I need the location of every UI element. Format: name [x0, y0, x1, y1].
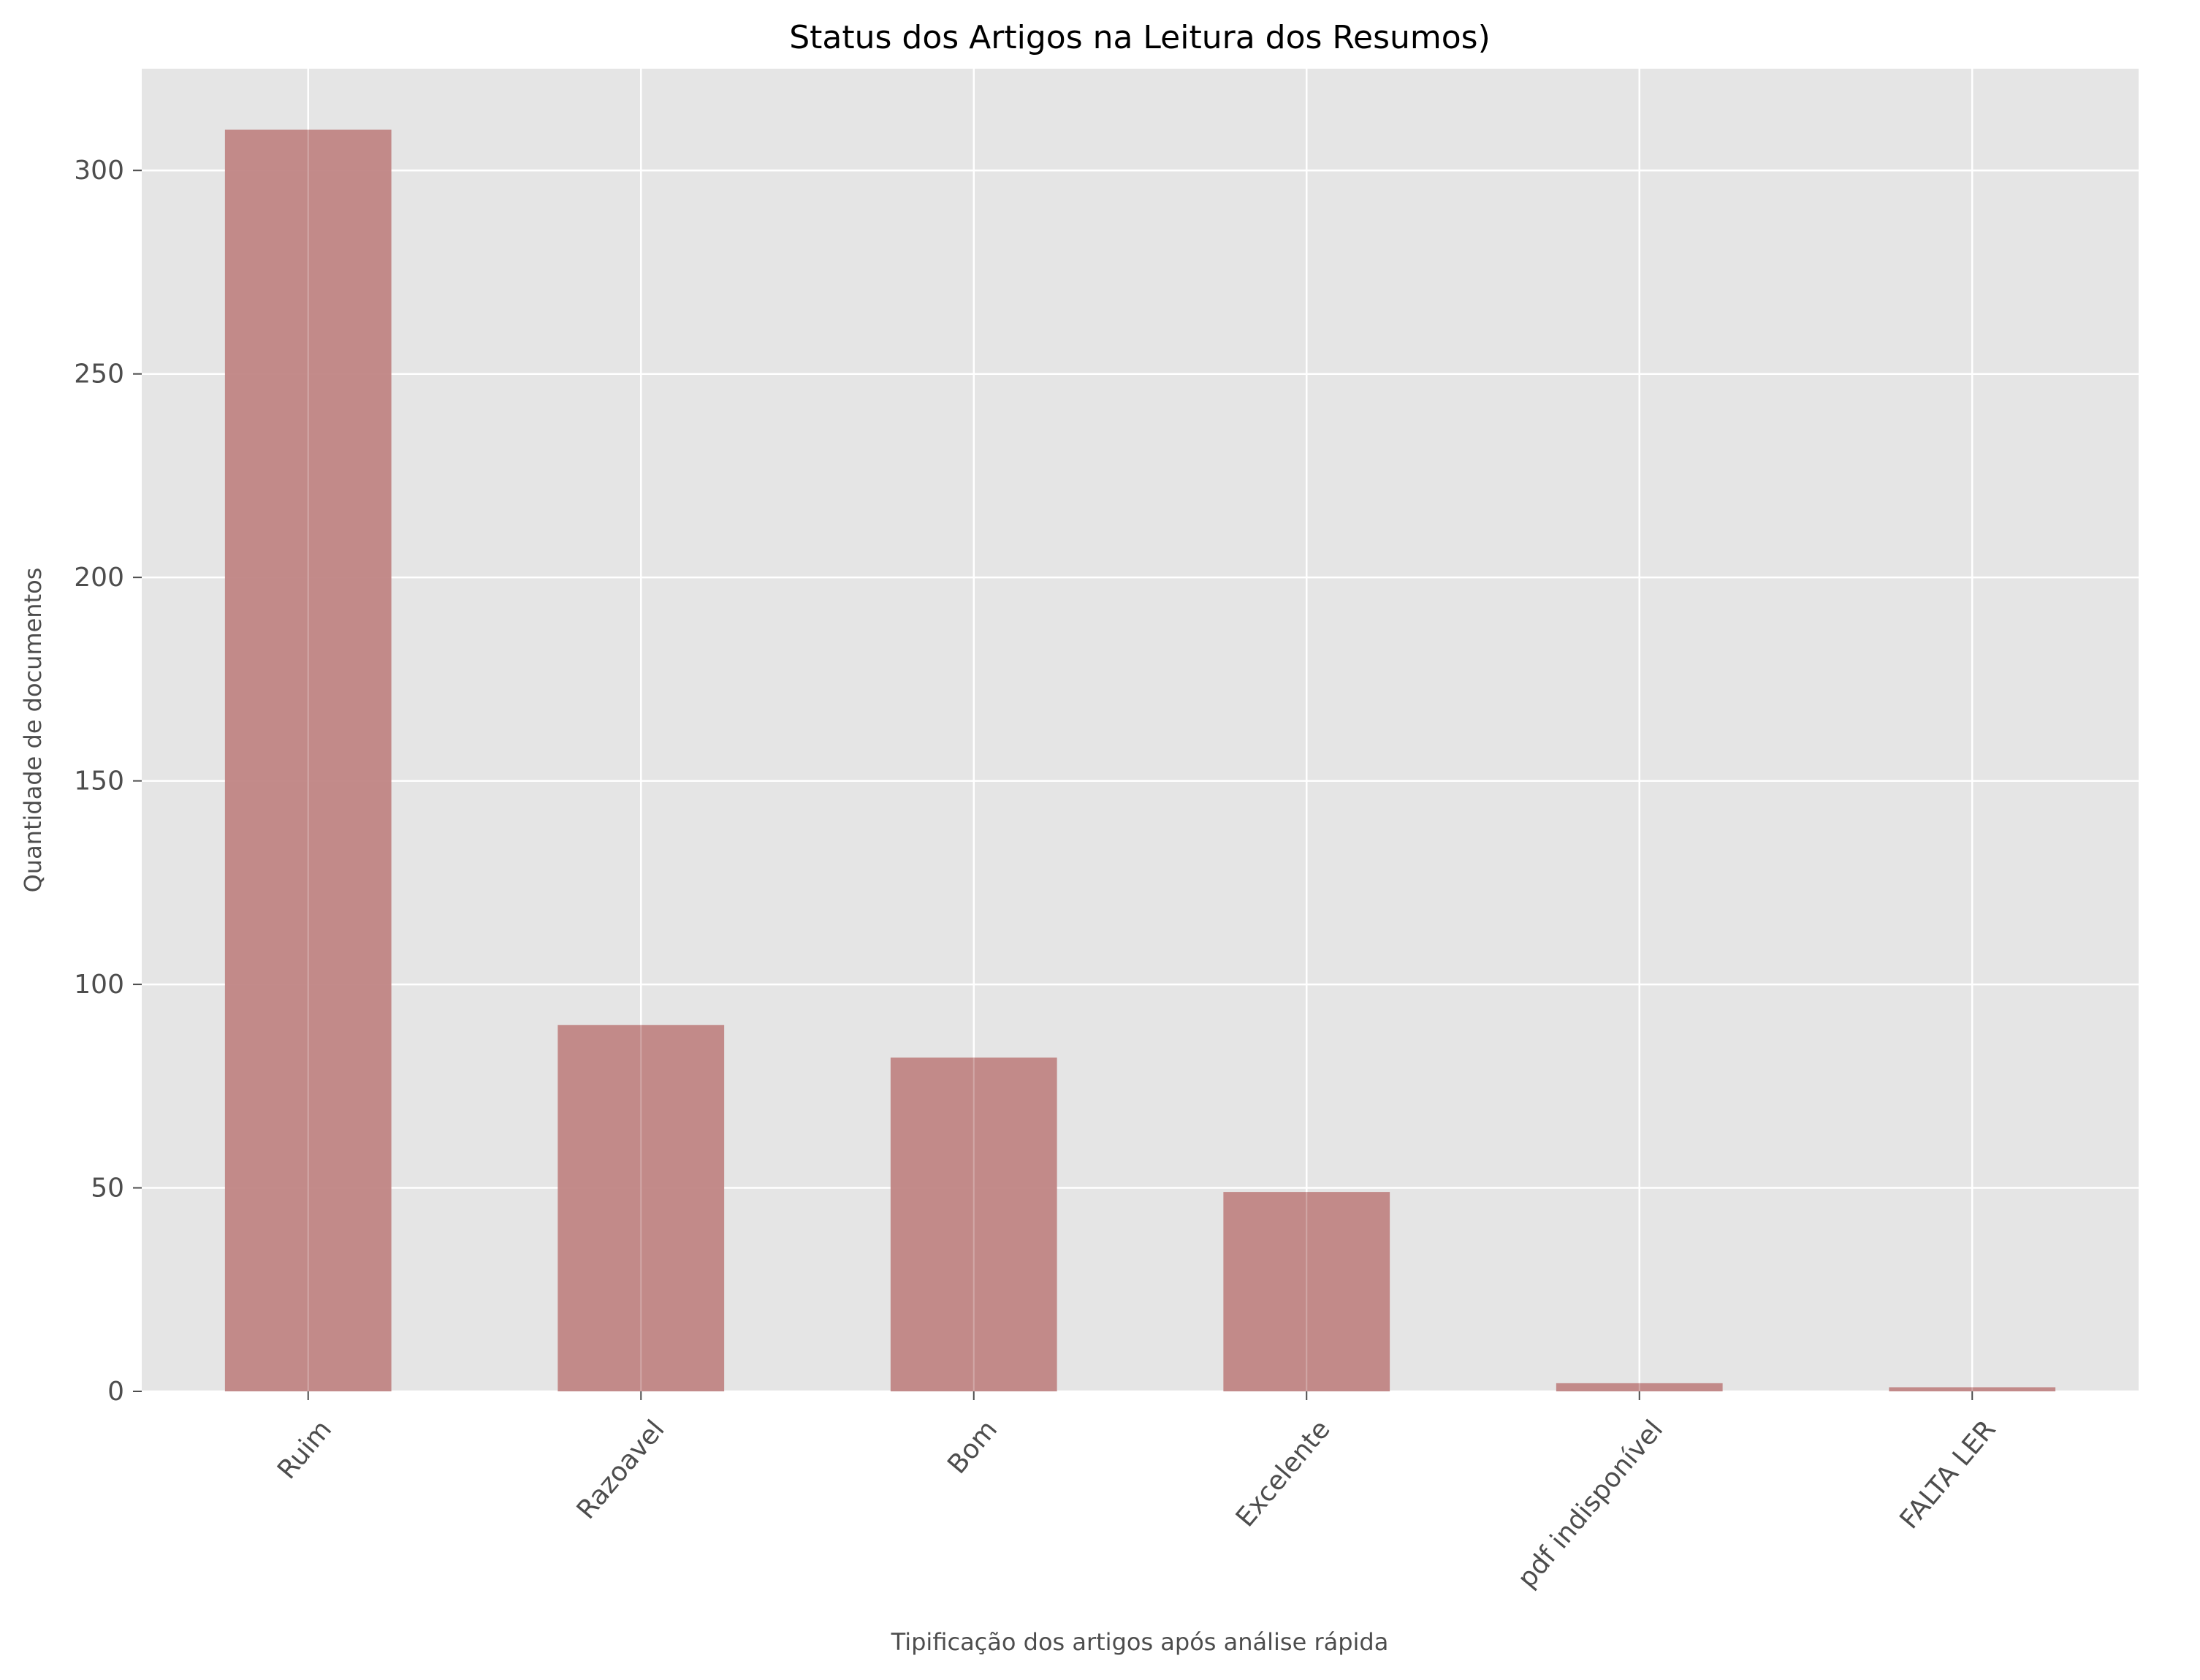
- plot-background: [142, 69, 2139, 1391]
- y-tick-label: 50: [91, 1174, 124, 1204]
- x-tick-label: FALTA LER: [1895, 1415, 2002, 1535]
- bar-falta-ler: [1889, 1387, 2056, 1391]
- chart-title: Status dos Artigos na Leitura dos Resumo…: [789, 19, 1491, 56]
- x-tick-label: Excelente: [1230, 1415, 1336, 1533]
- x-tick-label: Bom: [942, 1415, 1003, 1480]
- x-tick-label: pdf indisponível: [1512, 1415, 1669, 1594]
- bar-pdf-indispon-vel: [1556, 1383, 1723, 1391]
- y-axis-label: Quantidade de documentos: [19, 568, 47, 893]
- y-tick-label: 200: [74, 563, 124, 593]
- x-tick-label: Razoavel: [571, 1415, 671, 1525]
- bar-bom: [890, 1057, 1057, 1391]
- grid-lines: [142, 69, 2139, 1393]
- bar-razoavel: [557, 1025, 725, 1391]
- bars: [224, 129, 2056, 1392]
- y-tick-label: 0: [107, 1377, 124, 1407]
- x-axis-label: Tipificação dos artigos após análise ráp…: [891, 1628, 1389, 1656]
- y-tick-label: 300: [74, 156, 124, 186]
- y-tick-label: 250: [74, 360, 124, 389]
- y-tick-label: 150: [74, 767, 124, 797]
- y-tick-label: 100: [74, 970, 124, 1000]
- bar-excelente: [1223, 1192, 1390, 1391]
- x-tick-label: Ruim: [272, 1415, 338, 1485]
- bar-ruim: [224, 129, 392, 1392]
